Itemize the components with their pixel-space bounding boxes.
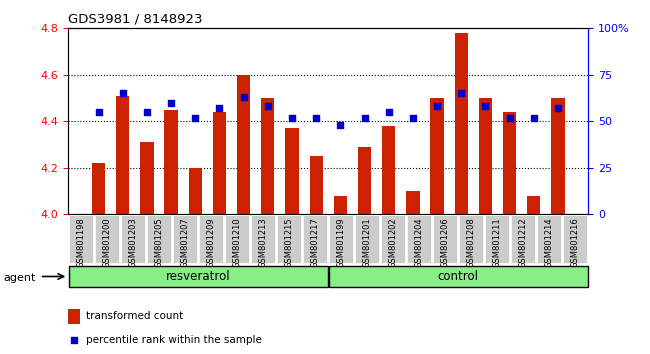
FancyBboxPatch shape — [486, 215, 509, 263]
Point — [190, 115, 200, 120]
Bar — [213, 112, 226, 214]
Text: GSM801199: GSM801199 — [337, 217, 346, 268]
FancyBboxPatch shape — [538, 215, 561, 263]
Text: GSM801212: GSM801212 — [519, 217, 528, 268]
Point — [528, 115, 539, 120]
FancyBboxPatch shape — [512, 215, 535, 263]
FancyBboxPatch shape — [70, 215, 93, 263]
Point — [480, 103, 491, 109]
Bar — [503, 112, 516, 214]
Text: GSM801207: GSM801207 — [181, 217, 190, 268]
Bar — [406, 191, 419, 214]
FancyBboxPatch shape — [329, 266, 588, 287]
Point — [118, 91, 128, 96]
FancyBboxPatch shape — [460, 215, 483, 263]
Point — [239, 94, 249, 100]
Point — [408, 115, 418, 120]
Text: GSM801209: GSM801209 — [207, 217, 216, 268]
Point — [166, 100, 176, 105]
Text: transformed count: transformed count — [86, 312, 184, 321]
Bar — [68, 309, 80, 324]
Text: GSM801210: GSM801210 — [233, 217, 242, 268]
Bar — [261, 98, 274, 214]
Text: GSM801208: GSM801208 — [467, 217, 476, 268]
Bar — [188, 168, 202, 214]
FancyBboxPatch shape — [330, 215, 353, 263]
Text: GSM801206: GSM801206 — [441, 217, 450, 268]
Text: GSM801215: GSM801215 — [285, 217, 294, 268]
FancyBboxPatch shape — [382, 215, 405, 263]
Bar — [333, 195, 347, 214]
Bar — [551, 98, 565, 214]
FancyBboxPatch shape — [69, 266, 328, 287]
FancyBboxPatch shape — [200, 215, 223, 263]
Point — [311, 115, 321, 120]
Bar — [237, 75, 250, 214]
FancyBboxPatch shape — [122, 215, 145, 263]
Point — [359, 115, 370, 120]
FancyBboxPatch shape — [304, 215, 327, 263]
Text: control: control — [437, 270, 479, 283]
Text: GSM801216: GSM801216 — [571, 217, 580, 268]
FancyBboxPatch shape — [226, 215, 249, 263]
FancyBboxPatch shape — [148, 215, 171, 263]
FancyBboxPatch shape — [252, 215, 275, 263]
Point — [263, 103, 273, 109]
Text: GSM801213: GSM801213 — [259, 217, 268, 268]
Point — [456, 91, 467, 96]
Bar — [164, 110, 177, 214]
Point — [335, 122, 346, 128]
Point — [69, 337, 79, 343]
Text: GSM801214: GSM801214 — [545, 217, 554, 268]
FancyBboxPatch shape — [408, 215, 431, 263]
Bar — [382, 126, 395, 214]
Text: GSM801203: GSM801203 — [129, 217, 138, 268]
Point — [432, 103, 442, 109]
Text: GSM801204: GSM801204 — [415, 217, 424, 268]
FancyBboxPatch shape — [174, 215, 197, 263]
Bar — [285, 128, 298, 214]
FancyBboxPatch shape — [356, 215, 379, 263]
Point — [142, 109, 152, 115]
FancyBboxPatch shape — [96, 215, 119, 263]
Text: GSM801200: GSM801200 — [103, 217, 112, 268]
Text: GSM801202: GSM801202 — [389, 217, 398, 268]
Text: GDS3981 / 8148923: GDS3981 / 8148923 — [68, 12, 203, 25]
Text: GSM801201: GSM801201 — [363, 217, 372, 268]
Bar — [430, 98, 444, 214]
Text: GSM801211: GSM801211 — [493, 217, 502, 268]
Text: GSM801217: GSM801217 — [311, 217, 320, 268]
Text: GSM801198: GSM801198 — [77, 217, 86, 268]
Point — [384, 109, 394, 115]
FancyBboxPatch shape — [434, 215, 457, 263]
Bar — [479, 98, 492, 214]
Point — [504, 115, 515, 120]
Point — [287, 115, 297, 120]
Point — [94, 109, 104, 115]
Point — [552, 105, 563, 111]
Bar — [140, 142, 153, 214]
Text: agent: agent — [3, 273, 36, 283]
Text: resveratrol: resveratrol — [166, 270, 231, 283]
Bar — [454, 33, 468, 214]
Bar — [116, 96, 129, 214]
Bar — [92, 163, 105, 214]
Bar — [309, 156, 323, 214]
Point — [214, 105, 225, 111]
FancyBboxPatch shape — [278, 215, 301, 263]
Text: percentile rank within the sample: percentile rank within the sample — [86, 335, 263, 346]
Bar — [527, 195, 540, 214]
Text: GSM801205: GSM801205 — [155, 217, 164, 268]
FancyBboxPatch shape — [564, 215, 587, 263]
Bar — [358, 147, 371, 214]
